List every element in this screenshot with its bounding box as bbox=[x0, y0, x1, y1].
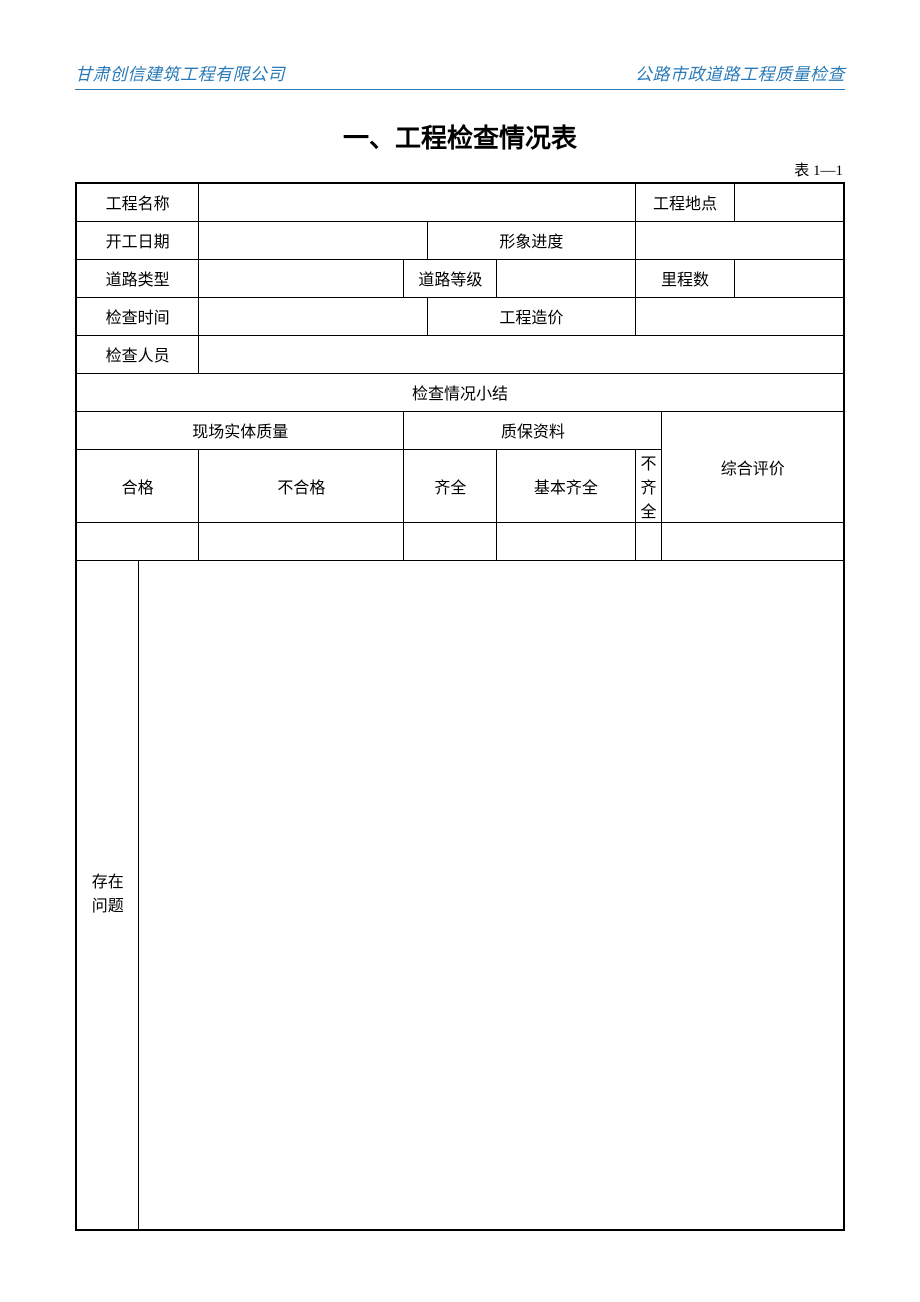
lbl-pass: 合格 bbox=[76, 449, 199, 522]
val-incomplete bbox=[635, 522, 662, 560]
table-number: 表 1—1 bbox=[75, 159, 845, 180]
val-mileage bbox=[735, 259, 844, 297]
val-issues bbox=[139, 560, 844, 1230]
lbl-mileage: 里程数 bbox=[635, 259, 735, 297]
lbl-project-location: 工程地点 bbox=[635, 183, 735, 221]
page-container: 甘肃创信建筑工程有限公司 公路市政道路工程质量检查 一、工程检查情况表 表 1—… bbox=[0, 0, 920, 1291]
lbl-summary: 检查情况小结 bbox=[76, 373, 844, 411]
val-overall-eval bbox=[662, 522, 844, 560]
val-basic-complete bbox=[497, 522, 635, 560]
lbl-project-cost: 工程造价 bbox=[428, 297, 635, 335]
inspection-table: 工程名称 工程地点 开工日期 形象进度 道路类型 道路等级 里程数 检查时间 工… bbox=[75, 182, 845, 1231]
val-inspect-time bbox=[199, 297, 428, 335]
lbl-progress: 形象进度 bbox=[428, 221, 635, 259]
lbl-basic-complete: 基本齐全 bbox=[497, 449, 635, 522]
page-title: 一、工程检查情况表 bbox=[75, 118, 845, 155]
lbl-complete: 齐全 bbox=[404, 449, 497, 522]
val-pass bbox=[76, 522, 199, 560]
val-inspector bbox=[199, 335, 844, 373]
val-road-type bbox=[199, 259, 404, 297]
lbl-inspect-time: 检查时间 bbox=[76, 297, 199, 335]
val-project-cost bbox=[635, 297, 844, 335]
lbl-issues: 存在 问题 bbox=[76, 560, 139, 1230]
lbl-site-quality: 现场实体质量 bbox=[76, 411, 404, 449]
header-company: 甘肃创信建筑工程有限公司 bbox=[75, 60, 285, 85]
val-project-location bbox=[735, 183, 844, 221]
lbl-start-date: 开工日期 bbox=[76, 221, 199, 259]
lbl-inspector: 检查人员 bbox=[76, 335, 199, 373]
val-fail bbox=[199, 522, 404, 560]
lbl-project-name: 工程名称 bbox=[76, 183, 199, 221]
val-project-name bbox=[199, 183, 635, 221]
page-header: 甘肃创信建筑工程有限公司 公路市政道路工程质量检查 bbox=[75, 60, 845, 90]
lbl-road-grade: 道路等级 bbox=[404, 259, 497, 297]
val-road-grade bbox=[497, 259, 635, 297]
lbl-incomplete: 不齐全 bbox=[635, 449, 662, 522]
header-doc-type: 公路市政道路工程质量检查 bbox=[635, 60, 845, 85]
lbl-qa-docs: 质保资料 bbox=[404, 411, 662, 449]
val-start-date bbox=[199, 221, 428, 259]
lbl-fail: 不合格 bbox=[199, 449, 404, 522]
lbl-overall-eval: 综合评价 bbox=[662, 411, 844, 522]
lbl-issues-ln1: 存在 bbox=[92, 874, 124, 891]
lbl-road-type: 道路类型 bbox=[76, 259, 199, 297]
val-progress bbox=[635, 221, 844, 259]
lbl-issues-ln2: 问题 bbox=[92, 898, 124, 915]
val-complete bbox=[404, 522, 497, 560]
